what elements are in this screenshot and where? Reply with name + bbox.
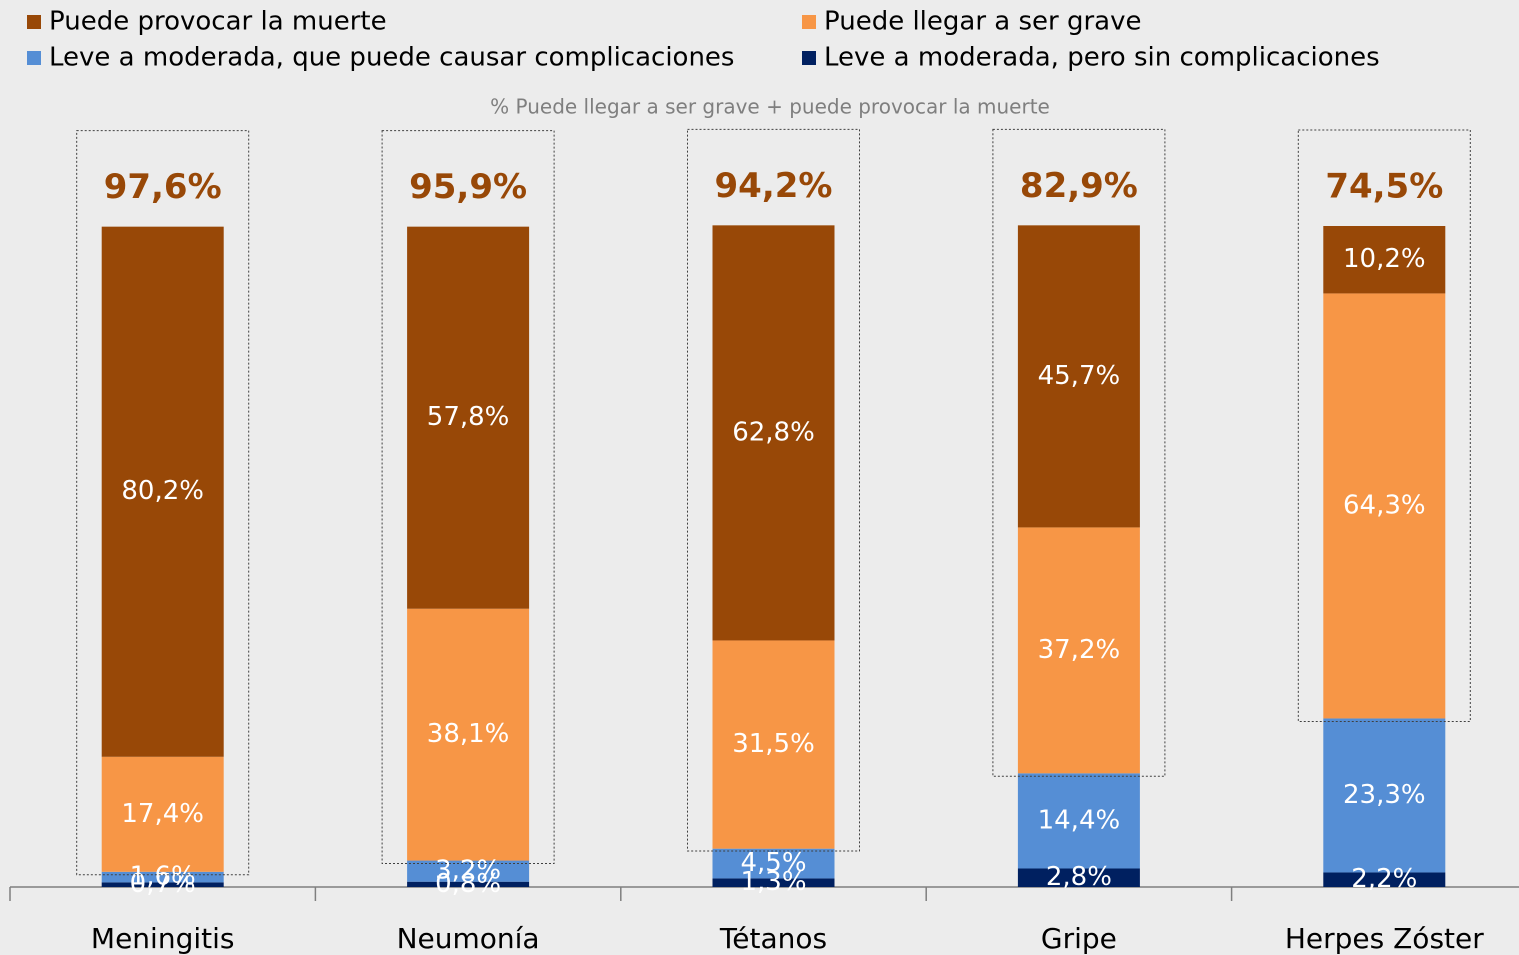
bar-segment [1323,872,1446,887]
data-label: 0,8% [435,869,501,899]
bar-segment [1017,868,1140,887]
bar-segment [101,871,224,883]
legend-swatch [27,51,41,65]
bar-segment [1017,527,1140,774]
data-label: 80,2% [121,476,204,506]
total-box [76,130,250,876]
total-box [992,128,1166,777]
data-label: 10,2% [1343,244,1426,274]
legend-label: Leve a moderada, pero sin complicaciones [824,43,1380,73]
bar-segment [407,226,530,609]
x-tick-label: Tétanos [719,922,827,955]
annotation: % Puede llegar a ser grave + puede provo… [490,95,1050,119]
data-label: 1,3% [740,867,806,897]
bar-segment [101,226,224,757]
bar-segment [101,756,224,872]
total-label: 95,9% [409,167,527,207]
x-tick-label: Meningitis [91,922,235,955]
x-tick-label: Gripe [1041,922,1117,955]
bar-segment [101,882,224,887]
data-label: 57,8% [427,402,510,432]
total-box [1297,129,1471,722]
data-label: 1,6% [130,862,196,892]
bar-segment [712,848,835,879]
x-tick-label: Neumonía [397,922,540,955]
bar-segment [712,640,835,849]
bar-segment [407,608,530,861]
data-label: 17,4% [121,799,204,829]
total-box [381,130,555,865]
legend-label: Puede llegar a ser grave [824,7,1142,37]
bar-segment [1323,293,1446,719]
data-label: 3,2% [435,856,501,886]
data-label: 14,4% [1038,805,1121,835]
total-label: 94,2% [715,166,833,206]
data-label: 0,7% [130,869,196,899]
legend-swatch [802,51,816,65]
bar-segment [1323,226,1446,294]
data-label: 31,5% [732,729,815,759]
legend-swatch [27,15,41,29]
total-box [687,128,860,852]
data-label: 2,8% [1046,862,1112,892]
legend-swatch [802,15,816,29]
data-label: 2,2% [1351,864,1417,894]
bar-segment [1017,773,1140,869]
bar-segment [407,881,530,887]
total-label: 97,6% [104,167,222,207]
data-label: 45,7% [1038,361,1121,391]
data-label: 4,5% [740,848,806,878]
x-tick-label: Herpes Zóster [1285,922,1484,955]
bar-segment [407,860,530,882]
data-label: 64,3% [1343,490,1426,520]
data-label: 37,2% [1038,635,1121,665]
total-label: 82,9% [1020,166,1138,206]
bar-segment [1017,225,1140,528]
total-label: 74,5% [1325,167,1443,207]
data-label: 38,1% [427,719,510,749]
bar-segment [1323,718,1446,873]
bar-segment [712,878,835,887]
legend-label: Leve a moderada, que puede causar compli… [49,43,734,73]
data-label: 23,3% [1343,780,1426,810]
legend-label: Puede provocar la muerte [49,7,387,37]
bar-segment [712,225,835,641]
data-label: 62,8% [732,417,815,447]
